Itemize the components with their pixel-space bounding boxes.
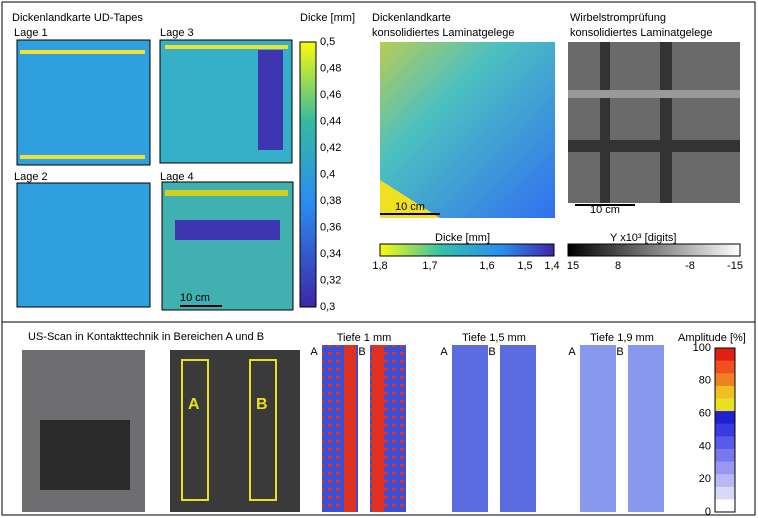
region-label: B — [488, 346, 495, 358]
colorbar-tick-label: 0 — [705, 506, 711, 518]
colorbar-step — [715, 360, 735, 374]
colorbar-tick-label: 80 — [699, 375, 711, 387]
depth-label: Tiefe 1 mm — [337, 332, 392, 344]
region-box — [249, 359, 277, 501]
colorbar-title: Amplitude [%] — [678, 332, 746, 344]
panel-title: US-Scan in Kontakttechnik in Bereichen A… — [28, 331, 264, 343]
colorbar-tick-label: 0,32 — [320, 274, 341, 286]
photo-detail — [40, 420, 130, 490]
panel-title: Dickenlandkarte — [372, 12, 451, 24]
scan-hot — [344, 345, 356, 512]
colorbar-step — [715, 373, 735, 387]
colorbar-tick-label: 15 — [567, 260, 579, 272]
layer-label: Lage 2 — [14, 171, 48, 183]
panel-title: Wirbelstromprüfung — [570, 12, 666, 24]
colorbar-tick-label: 1,8 — [372, 260, 387, 272]
colorbar-tick-label: 0,5 — [320, 36, 335, 48]
eddy-texture — [568, 42, 740, 203]
colorbar-tick-label: 0,4 — [320, 168, 335, 180]
colorbar-tick-label: 0,44 — [320, 115, 341, 127]
layer-label: Lage 3 — [160, 27, 194, 39]
layer-label: Lage 1 — [14, 27, 48, 39]
scan-strip — [580, 345, 616, 512]
colorbar-step — [715, 398, 735, 412]
scan-hot — [372, 345, 384, 512]
panel-title: konsolidiertes Laminatgelege — [372, 27, 514, 39]
colorbar-tick-label: 0,46 — [320, 89, 341, 101]
colorbar-step — [715, 499, 735, 513]
colorbar-tick-label: 40 — [699, 440, 711, 452]
depth-label: Tiefe 1,5 mm — [462, 332, 526, 344]
panel-title: konsolidiertes Laminatgelege — [570, 27, 712, 39]
colorbar — [299, 41, 317, 308]
colorbar-step — [715, 486, 735, 500]
scale-label: 10 cm — [590, 204, 620, 216]
colorbar-title: Dicke [mm] — [300, 12, 355, 24]
region-label: B — [256, 396, 268, 413]
colorbar-tick-label: -15 — [727, 260, 743, 272]
colorbar-step — [715, 436, 735, 450]
colorbar-step — [715, 385, 735, 399]
thickness-corner — [380, 180, 440, 218]
colorbar-tick-label: 1,6 — [479, 260, 494, 272]
scan-strip — [500, 345, 536, 512]
colorbar-tick-label: 1,5 — [517, 260, 532, 272]
region-label: A — [568, 346, 576, 358]
colorbar-tick-label: -8 — [685, 260, 695, 272]
depth-label: Tiefe 1,9 mm — [590, 332, 654, 344]
eddy-map — [568, 42, 740, 203]
colorbar: 100 80 60 40 20 0 — [693, 342, 736, 518]
colorbar-step — [715, 474, 735, 488]
colorbar-tick-label: 1,7 — [422, 260, 437, 272]
colorbar-tick-label: 0,48 — [320, 62, 341, 74]
scale-label: 10 cm — [180, 292, 210, 304]
colorbar — [379, 243, 555, 257]
layer-label: Lage 4 — [160, 171, 194, 183]
scale-label: 10 cm — [395, 201, 425, 213]
colorbar-step — [715, 461, 735, 475]
colorbar-step — [715, 448, 735, 463]
photo — [170, 350, 300, 512]
colorbar-tick-label: 8 — [615, 260, 621, 272]
colorbar-tick-label: 1,4 — [544, 260, 559, 272]
us-scans: Tiefe 1 mm A B Tiefe 1,5 mm A B Tiefe 1,9 mm A B — [310, 332, 664, 512]
scan-strip — [628, 345, 664, 512]
layer-maps — [16, 39, 294, 311]
colorbar-tick-label: 0,3 — [320, 301, 335, 313]
colorbar-tick-label: 0,34 — [320, 248, 341, 260]
colorbar-tick-label: 60 — [699, 408, 711, 420]
region-box — [181, 359, 209, 501]
colorbar-tick-label: 0,42 — [320, 142, 341, 154]
colorbar-title: Y x10³ [digits] — [610, 232, 676, 244]
panel-title: Dickenlandkarte UD-Tapes — [12, 12, 143, 24]
region-label: A — [188, 396, 200, 413]
region-label: A — [440, 346, 448, 358]
colorbar-tick-label: 20 — [699, 473, 711, 485]
scan-strip — [452, 345, 488, 512]
region-label: B — [616, 346, 623, 358]
colorbar — [567, 243, 741, 257]
thickness-map — [380, 42, 555, 218]
colorbar-step — [715, 348, 735, 362]
colorbar-step — [715, 423, 735, 437]
colorbar-tick-label: 0,36 — [320, 221, 341, 233]
region-label: B — [358, 346, 365, 358]
colorbar-tick-label: 100 — [693, 342, 711, 354]
colorbar-frame — [714, 347, 736, 513]
region-label: A — [310, 346, 318, 358]
colorbar-tick-label: 0,38 — [320, 195, 341, 207]
colorbar-title: Dicke [mm] — [435, 232, 490, 244]
colorbar-step — [715, 411, 735, 425]
